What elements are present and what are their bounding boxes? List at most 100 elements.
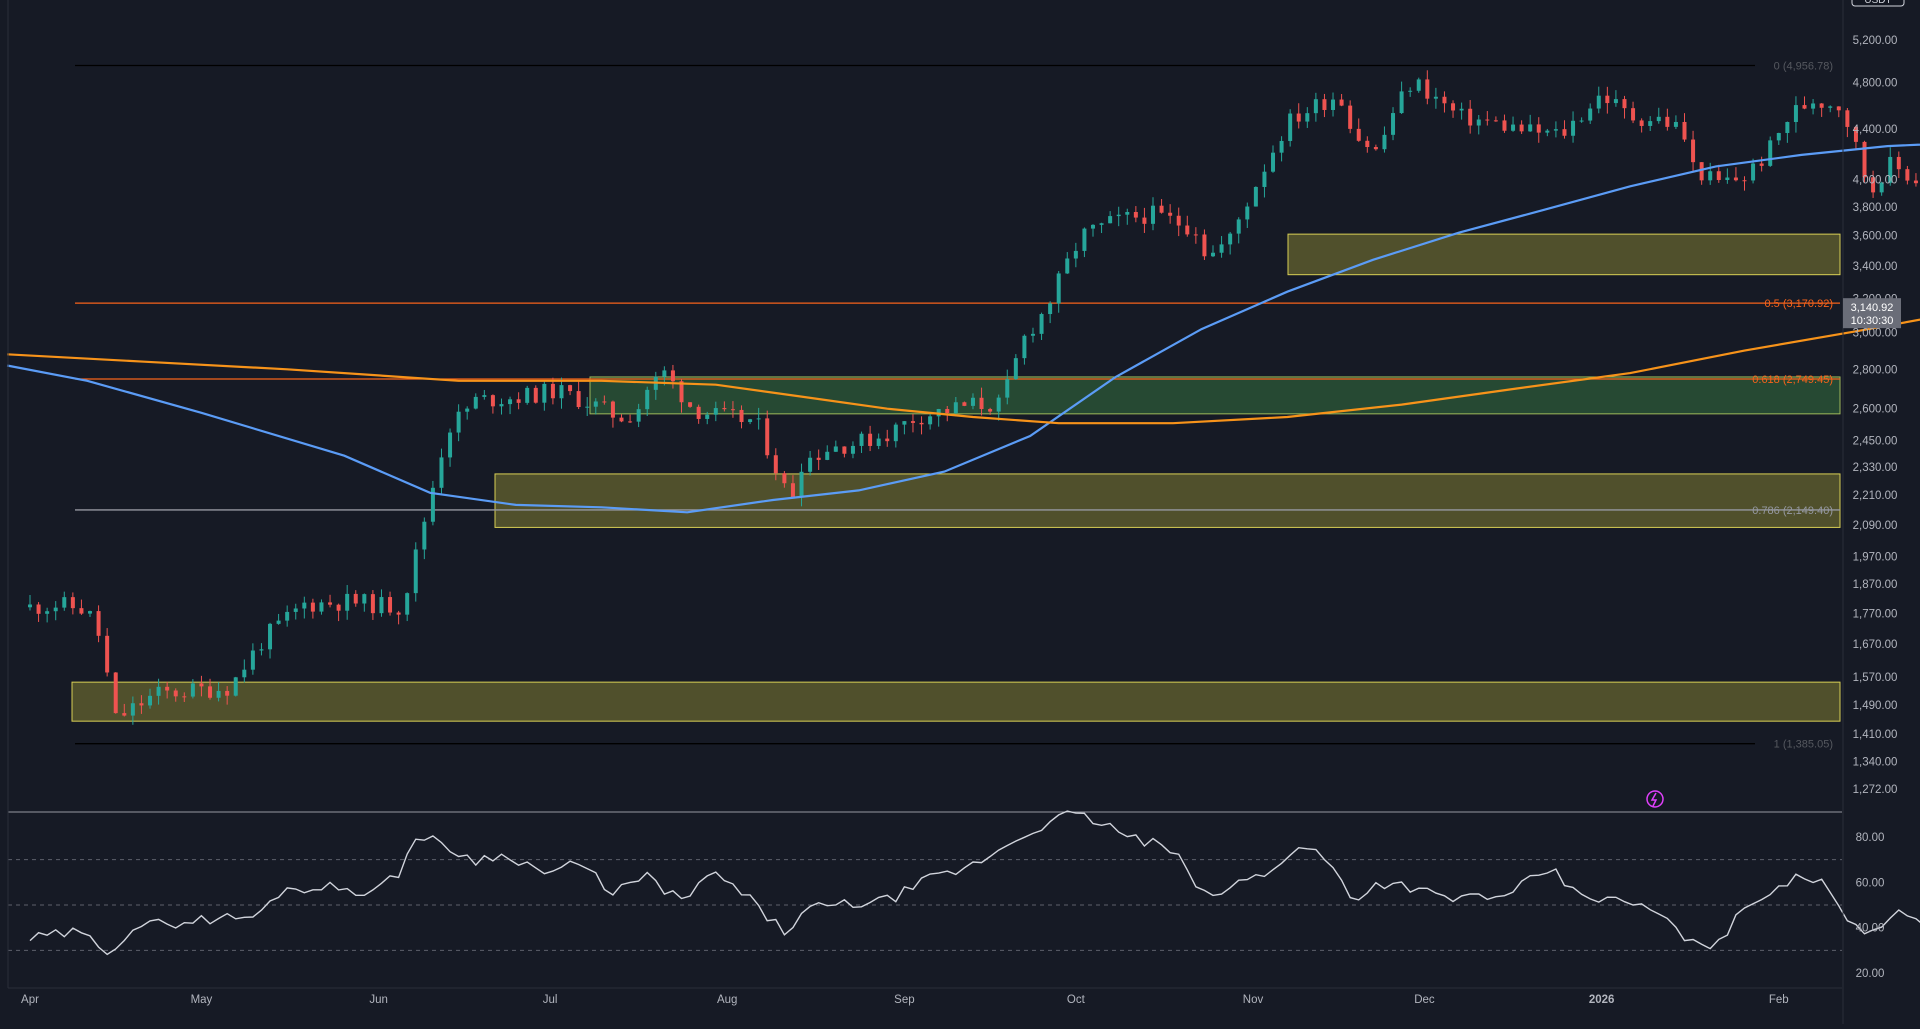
candle-body	[1622, 99, 1627, 109]
candle-body	[430, 487, 435, 522]
candle-body	[1048, 303, 1053, 315]
candle-body	[585, 406, 590, 408]
candle-body	[1596, 95, 1601, 109]
rsi-tick-label: 60.00	[1856, 877, 1885, 889]
candle-body	[773, 455, 778, 474]
candle-body	[1185, 225, 1190, 235]
supply-zone	[1287, 233, 1841, 276]
candle-body	[370, 594, 375, 614]
rsi-line	[29, 810, 1920, 956]
candle-body	[1888, 156, 1893, 183]
candle-body	[508, 399, 513, 405]
candle-body	[610, 401, 615, 418]
candle-body	[1108, 216, 1113, 224]
price-tick-label: 3,400.00	[1853, 261, 1898, 273]
candle-body	[1553, 129, 1558, 131]
ma-fast-line	[6, 143, 1920, 514]
candle-body	[1862, 141, 1867, 178]
fib-label: 0.618 (2,749.45)	[1752, 374, 1833, 386]
candle-body	[542, 383, 547, 403]
demand-zone-green	[589, 376, 1841, 415]
candle-body	[1039, 314, 1044, 334]
candle-body	[550, 383, 555, 399]
price-tick-label: 1,770.00	[1853, 608, 1898, 620]
candle-body	[808, 457, 813, 472]
candle-body	[182, 696, 187, 698]
candle-body	[1279, 140, 1284, 153]
candle-body	[1819, 103, 1824, 108]
candle-body	[533, 387, 538, 403]
candle-body	[28, 604, 32, 608]
candle-body	[1150, 205, 1155, 224]
price-tick-label: 1,970.00	[1853, 551, 1898, 563]
countdown-label: 10:30:30	[1851, 315, 1894, 327]
alert-icon-bolt	[1650, 792, 1658, 807]
candle-body	[739, 409, 744, 423]
candle-body	[1536, 124, 1541, 133]
alert-icon[interactable]	[1646, 790, 1664, 808]
candle-body	[1768, 140, 1773, 166]
price-tick-label: 2,210.00	[1853, 490, 1898, 502]
candle-body	[713, 408, 718, 415]
candle-body	[490, 395, 495, 407]
price-tick-label: 3,600.00	[1853, 231, 1898, 243]
axes-layer: USDT 5,200.00 4,800.00 4,400.00 4,000.00 3,80…	[7, 0, 1905, 1024]
candle-body	[1168, 212, 1173, 216]
candle-body	[679, 381, 684, 403]
candle-body	[199, 683, 204, 687]
candle-body	[945, 409, 950, 414]
candle-body	[285, 611, 290, 621]
rsi-tick-label: 80.00	[1856, 832, 1885, 844]
candle-body	[233, 677, 238, 696]
candle-body	[1785, 122, 1790, 134]
candle-body	[559, 385, 564, 399]
price-tick-label: 1,490.00	[1853, 700, 1898, 712]
candle-body	[1605, 95, 1610, 104]
candle-body	[722, 408, 727, 410]
candle-body	[45, 611, 50, 614]
candle-body	[748, 419, 753, 423]
price-tick-label: 5,200.00	[1853, 35, 1898, 47]
candle-body	[173, 690, 178, 697]
candle-body	[268, 623, 273, 650]
candle-body	[593, 401, 598, 407]
candle-body	[1391, 113, 1396, 135]
candle-body	[216, 690, 221, 698]
candle-body	[1562, 129, 1567, 136]
candle-body	[1588, 108, 1593, 121]
time-tick-label: Jul	[543, 994, 558, 1006]
candle-body	[636, 409, 641, 422]
candle-body	[1656, 116, 1661, 122]
candle-body	[1373, 147, 1378, 150]
candle-body	[1116, 214, 1121, 217]
candle-body	[113, 672, 118, 714]
candle-body	[962, 402, 967, 406]
candle-body	[1451, 103, 1456, 111]
candle-body	[876, 438, 881, 446]
candle-body	[1845, 110, 1850, 127]
candle-body	[885, 438, 890, 442]
candle-body	[1751, 163, 1756, 181]
candle-body	[1871, 177, 1876, 193]
candle-body	[1262, 171, 1267, 187]
time-tick-label: Jun	[369, 994, 388, 1006]
candle-body	[1013, 358, 1018, 380]
price-tick-label: 4,800.00	[1853, 78, 1898, 90]
demand-zone-mid	[494, 473, 1841, 528]
demand-zone-low	[71, 681, 1841, 722]
candle-body	[970, 397, 975, 406]
candle-body	[1733, 177, 1738, 181]
candle-body	[1433, 96, 1438, 99]
candle-body	[850, 445, 855, 454]
candle-body	[1793, 105, 1798, 123]
candle-body	[1579, 120, 1584, 122]
candle-body	[62, 597, 67, 608]
candle-body	[1493, 120, 1498, 122]
candle-body	[336, 604, 341, 611]
candle-body	[482, 395, 487, 397]
candle-body	[1613, 99, 1618, 104]
candle-body	[439, 457, 444, 488]
fib-layer: 0 (4,956.78) 0.5 (3,170.92) 0.618 (2,749.4…	[75, 60, 1840, 751]
